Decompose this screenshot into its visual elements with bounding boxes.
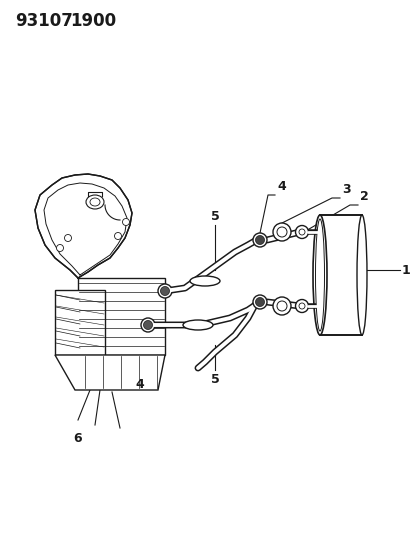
- Polygon shape: [55, 355, 165, 390]
- Bar: [319, 215, 361, 335]
- Ellipse shape: [356, 215, 366, 335]
- Circle shape: [252, 233, 266, 247]
- Circle shape: [295, 225, 308, 238]
- Circle shape: [143, 320, 152, 329]
- Circle shape: [141, 318, 154, 332]
- Circle shape: [56, 245, 63, 252]
- Text: 5: 5: [210, 373, 219, 386]
- Circle shape: [158, 284, 171, 298]
- Text: 6: 6: [74, 432, 82, 445]
- Text: 5: 5: [210, 210, 219, 223]
- Circle shape: [298, 229, 304, 235]
- Circle shape: [295, 300, 308, 312]
- Text: 3: 3: [341, 183, 350, 196]
- Text: 1: 1: [401, 263, 410, 277]
- Circle shape: [114, 232, 121, 239]
- Text: 1900: 1900: [70, 12, 116, 30]
- Text: 4: 4: [135, 378, 144, 391]
- Circle shape: [272, 297, 290, 315]
- Ellipse shape: [86, 195, 104, 209]
- Circle shape: [122, 219, 129, 225]
- Circle shape: [255, 297, 264, 306]
- Circle shape: [160, 287, 169, 295]
- Bar: [55, 290, 105, 355]
- Circle shape: [272, 223, 290, 241]
- Text: 4: 4: [276, 180, 285, 193]
- Circle shape: [252, 295, 266, 309]
- Ellipse shape: [315, 219, 324, 331]
- Circle shape: [64, 235, 71, 241]
- Ellipse shape: [183, 320, 212, 330]
- Bar: [78, 278, 165, 355]
- Circle shape: [276, 227, 286, 237]
- Ellipse shape: [312, 215, 326, 335]
- Circle shape: [276, 301, 286, 311]
- Circle shape: [298, 303, 304, 309]
- Circle shape: [255, 236, 264, 245]
- Text: 2: 2: [359, 190, 368, 203]
- Ellipse shape: [90, 198, 100, 206]
- Text: 93107: 93107: [15, 12, 73, 30]
- Ellipse shape: [190, 276, 219, 286]
- Polygon shape: [35, 174, 132, 278]
